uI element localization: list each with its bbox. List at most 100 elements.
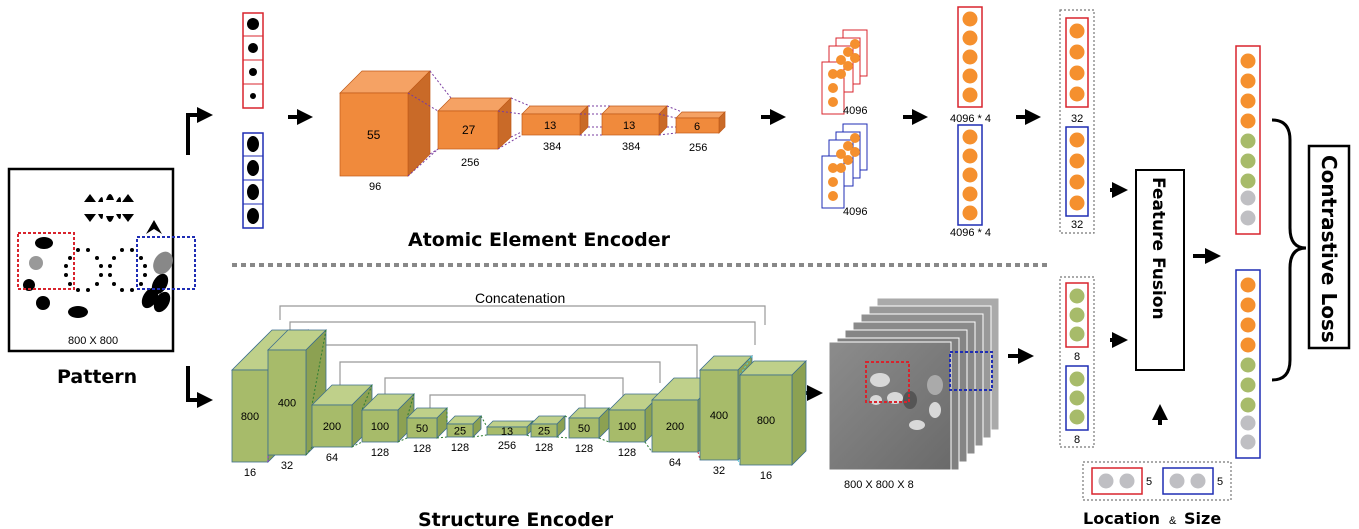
structure-block-front <box>406 417 438 439</box>
structure-block-depth: 128 <box>618 447 636 459</box>
feature-map-stack: 800 X 800 X 8 <box>828 297 1000 491</box>
structure-connector <box>311 329 327 406</box>
structure-block-face: 400 <box>278 398 296 410</box>
structure-block-face: 50 <box>578 423 590 435</box>
atomic-block-1-face: 55 <box>367 128 381 142</box>
structure-block-front <box>486 426 528 436</box>
atomic-encoder: 55 96 27 256 13 384 <box>339 70 726 251</box>
structure-block-face: 800 <box>757 415 775 427</box>
branch-bottom-bracket <box>186 366 213 408</box>
fc-concat-bottom-label: 4096 * 4 <box>950 227 991 239</box>
atomic-block-3-face: 13 <box>544 120 556 132</box>
structure-block-depth: 128 <box>535 442 553 454</box>
structure-block-4: 100 128 <box>361 393 415 459</box>
atomic-block-5: 6 256 <box>675 111 726 154</box>
structure-connector <box>564 415 570 419</box>
size-label: Size <box>1184 509 1221 528</box>
fc-concat-top: 4096 * 4 <box>950 6 991 125</box>
atomic-block-3-depth: 384 <box>543 141 561 153</box>
structure-connector <box>351 441 363 448</box>
structure-block-face: 25 <box>538 426 550 438</box>
output-embedding-top <box>1235 45 1261 235</box>
structure-block-face: 400 <box>710 410 728 422</box>
structure-block-front <box>568 417 600 439</box>
atomic-block-4-depth: 384 <box>622 141 640 153</box>
structure-block-front <box>699 369 739 461</box>
atomic-block-3: 13 384 <box>521 105 589 153</box>
fc-stack-top: 4096 <box>821 29 868 117</box>
branch-top-bracket <box>186 107 213 155</box>
structure-block-depth: 16 <box>760 470 772 482</box>
location-amp: & <box>1169 515 1177 527</box>
structure-block-front <box>446 423 474 438</box>
structure-block-front <box>651 399 699 453</box>
structure-block-5: 50 128 <box>406 407 448 455</box>
contrastive-loss-box: Contrastive Loss <box>1307 144 1351 350</box>
structure-connector <box>361 384 373 411</box>
reduced-vectors-atomic: 32 32 <box>1059 9 1095 234</box>
structure-block-face: 100 <box>371 421 389 433</box>
reduced-vectors-structure: 8 8 <box>1059 276 1095 448</box>
loc-blue-label: 5 <box>1217 476 1223 488</box>
feature-fusion-box: Feature Fusion <box>1135 169 1185 371</box>
structure-encoder: Concatenation 800 16 400 32 200 64 100 128 50 128… <box>231 290 807 529</box>
pattern-red-highlight <box>17 232 75 290</box>
structure-block-depth: 64 <box>326 452 338 464</box>
atomic-block-2-depth: 256 <box>461 157 479 169</box>
atomic-block-5-depth: 256 <box>689 142 707 154</box>
structure-block-face: 50 <box>416 423 428 435</box>
atomic-block-4-face: 13 <box>623 120 635 132</box>
reduced-bottom-label: 32 <box>1071 219 1083 231</box>
struct-vec-bottom-label: 8 <box>1074 434 1080 446</box>
structure-block-depth: 64 <box>669 457 681 469</box>
structure-block-depth: 128 <box>451 442 469 454</box>
fc-stack-bottom: 4096 <box>821 123 868 218</box>
struct-vec-top-label: 8 <box>1074 351 1080 363</box>
atomic-block-2: 27 256 <box>437 97 512 169</box>
structure-block-depth: 16 <box>244 467 256 479</box>
structure-block-face: 800 <box>241 411 259 423</box>
structure-block-front <box>311 404 353 448</box>
loc-red-label: 5 <box>1146 476 1152 488</box>
structure-connector <box>480 415 488 428</box>
structure-block-front <box>361 409 399 443</box>
structure-connector <box>397 437 408 443</box>
structure-connector <box>644 441 653 453</box>
structure-blocks: 8001640032200641001285012825128132562512… <box>231 329 807 482</box>
atomic-block-5-face: 6 <box>694 121 700 133</box>
pattern-panel: 800 X 800 Pattern <box>7 167 196 388</box>
feature-fusion-label: Feature Fusion <box>1148 177 1168 320</box>
feature-map-red-highlight <box>865 361 910 403</box>
structure-encoder-title: Structure Encoder <box>418 509 614 529</box>
structure-block-face: 100 <box>618 421 636 433</box>
structure-block-depth: 128 <box>413 443 431 455</box>
structure-block-13: 800 16 <box>739 360 807 482</box>
structure-block-depth: 128 <box>371 447 389 459</box>
atomic-element-strip-blue <box>242 132 264 229</box>
structure-block-face: 200 <box>666 421 684 433</box>
structure-connector <box>697 451 701 461</box>
structure-block-front <box>267 349 307 456</box>
reduced-top-label: 32 <box>1071 113 1083 125</box>
structure-connector <box>598 437 610 443</box>
atomic-element-strip-red <box>242 12 264 109</box>
atomic-block-2-face: 27 <box>462 123 476 137</box>
structure-connector <box>526 434 532 438</box>
structure-block-depth: 256 <box>498 440 516 452</box>
structure-block-front <box>608 409 646 443</box>
structure-block-side <box>791 360 807 466</box>
structure-connector <box>436 436 448 439</box>
fc-stack-bottom-label: 4096 <box>843 206 867 218</box>
flow-arrows <box>288 109 1221 425</box>
structure-block-face: 25 <box>454 426 466 438</box>
concatenation-label: Concatenation <box>475 290 565 306</box>
structure-block-face: 13 <box>501 426 513 438</box>
fc-concat-bottom: 4096 * 4 <box>950 124 991 239</box>
structure-block-9: 50 128 <box>568 407 610 455</box>
structure-block-depth: 32 <box>281 460 293 472</box>
structure-connector <box>556 436 570 439</box>
